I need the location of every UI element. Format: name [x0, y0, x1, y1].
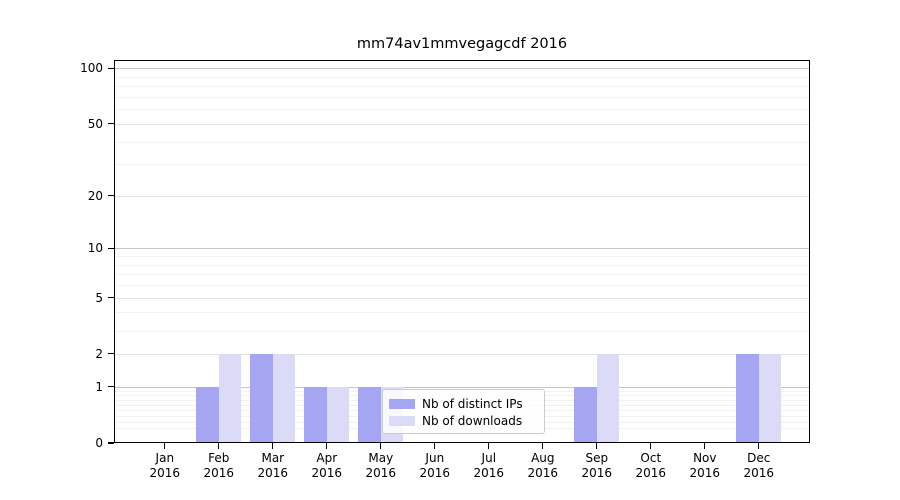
y-tick-mark-2 — [108, 353, 114, 355]
y-tick-mark-10 — [108, 247, 114, 249]
y-tick-label-100: 100 — [80, 61, 103, 76]
legend-swatch-downloads — [389, 415, 415, 426]
minor-gridline-90 — [114, 76, 810, 78]
x-tick-label-nov: Nov 2016 — [689, 451, 721, 480]
x-tick-mark-dec — [758, 443, 760, 449]
y-tick-mark-5 — [108, 297, 114, 299]
x-tick-mark-oct — [650, 443, 652, 449]
bar-distinct-ips-sep — [574, 386, 597, 443]
x-tick-mark-aug — [542, 443, 544, 449]
y-tick-mark-50 — [108, 123, 114, 125]
x-tick-label-apr: Apr 2016 — [311, 451, 343, 480]
legend-swatch-distinct-ips — [389, 398, 415, 409]
y-tick-label-2: 2 — [95, 346, 103, 361]
y-tick-label-50: 50 — [87, 116, 103, 131]
minor-gridline-40 — [114, 141, 810, 143]
minor-gridline-8 — [114, 264, 810, 266]
y-tick-label-20: 20 — [87, 188, 103, 203]
x-tick-label-jul: Jul 2016 — [473, 451, 505, 480]
bar-downloads-apr — [326, 386, 350, 443]
x-tick-label-jun: Jun 2016 — [419, 451, 451, 480]
legend-item-downloads: Nb of downloads — [389, 413, 537, 429]
minor-gridline-3 — [114, 330, 810, 332]
x-tick-label-sep: Sep 2016 — [581, 451, 613, 480]
bar-distinct-ips-may — [358, 386, 381, 443]
y-tick-label-1: 1 — [95, 379, 103, 394]
legend-label-distinct-ips: Nb of distinct IPs — [422, 396, 523, 411]
x-tick-label-jan: Jan 2016 — [149, 451, 181, 480]
x-tick-mark-apr — [326, 443, 328, 449]
bar-distinct-ips-apr — [304, 386, 327, 443]
x-tick-label-feb: Feb 2016 — [203, 451, 235, 480]
minor-gridline-60 — [114, 109, 810, 111]
y-tick-mark-0 — [108, 442, 114, 444]
major-gridline-50 — [114, 123, 810, 125]
major-gridline-2 — [114, 353, 810, 355]
major-gridline-100 — [114, 68, 810, 70]
x-tick-mark-jun — [434, 443, 436, 449]
legend-label-downloads: Nb of downloads — [422, 413, 523, 428]
minor-gridline-30 — [114, 164, 810, 166]
major-gridline-5 — [114, 297, 810, 299]
bar-downloads-feb — [218, 353, 242, 443]
minor-gridline-7 — [114, 274, 810, 276]
minor-gridline-4 — [114, 312, 810, 314]
x-tick-mark-jul — [488, 443, 490, 449]
minor-gridline-9 — [114, 256, 810, 258]
x-tick-mark-jan — [164, 443, 166, 449]
x-tick-mark-feb — [218, 443, 220, 449]
chart-title: mm74av1mmvegagcdf 2016 — [356, 36, 568, 52]
y-tick-mark-100 — [108, 67, 114, 69]
x-tick-label-may: May 2016 — [365, 451, 397, 480]
x-tick-mark-nov — [704, 443, 706, 449]
minor-gridline-80 — [114, 86, 810, 88]
y-tick-mark-20 — [108, 195, 114, 197]
x-tick-label-mar: Mar 2016 — [257, 451, 289, 480]
y-tick-label-5: 5 — [95, 290, 103, 305]
major-gridline-20 — [114, 195, 810, 197]
major-gridline-1 — [114, 386, 810, 388]
x-tick-mark-mar — [272, 443, 274, 449]
x-tick-mark-sep — [596, 443, 598, 449]
y-tick-label-0: 0 — [95, 436, 103, 450]
bar-downloads-sep — [596, 353, 620, 443]
major-gridline-10 — [114, 248, 810, 250]
bar-downloads-dec — [758, 353, 782, 443]
x-tick-label-oct: Oct 2016 — [635, 451, 667, 480]
x-tick-mark-may — [380, 443, 382, 449]
bar-distinct-ips-mar — [250, 353, 273, 443]
minor-gridline-6 — [114, 285, 810, 287]
x-tick-label-dec: Dec 2016 — [743, 451, 775, 480]
minor-gridline-70 — [114, 97, 810, 98]
legend-item-distinct-ips: Nb of distinct IPs — [389, 396, 537, 412]
y-tick-label-10: 10 — [87, 241, 103, 256]
y-tick-mark-1 — [108, 386, 114, 388]
x-tick-label-aug: Aug 2016 — [527, 451, 559, 480]
legend: Nb of distinct IPs Nb of downloads — [382, 389, 545, 434]
bar-distinct-ips-feb — [196, 386, 219, 443]
bar-downloads-mar — [272, 353, 296, 443]
bar-distinct-ips-dec — [736, 353, 759, 443]
